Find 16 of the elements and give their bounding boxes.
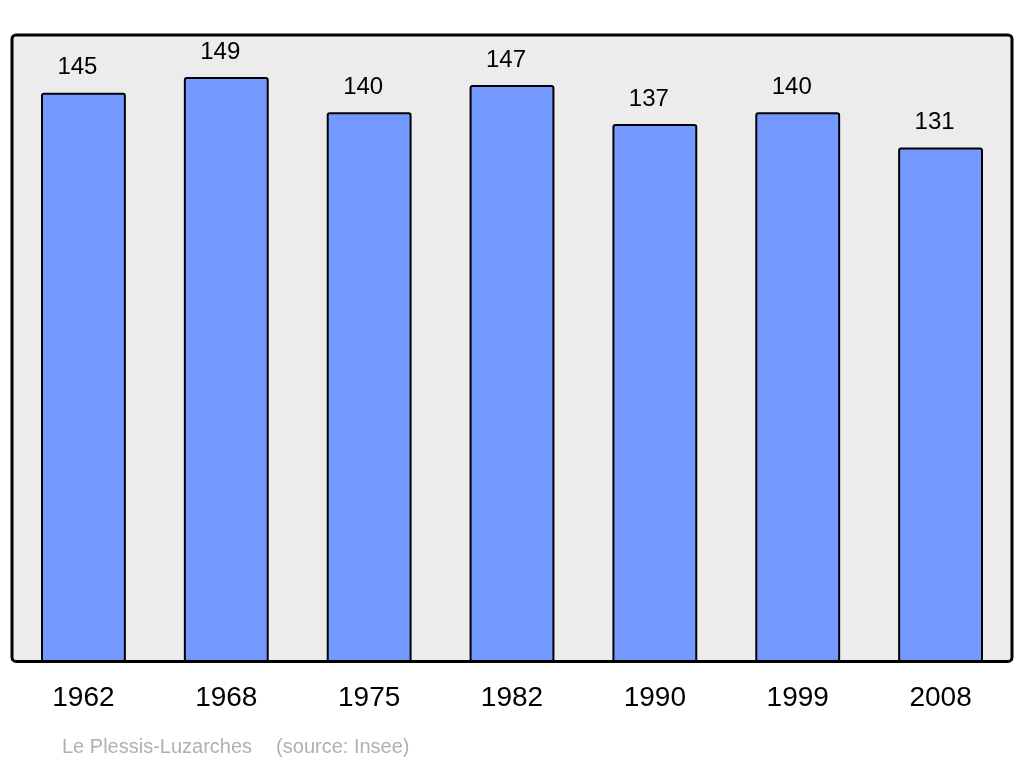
data-label: 140	[771, 71, 812, 99]
data-label: 147	[485, 44, 527, 72]
data-label: 149	[200, 36, 241, 64]
data-label: 145	[57, 52, 98, 80]
data-label: 131	[914, 107, 955, 135]
text: Le Plessis-Luzarches	[62, 735, 253, 757]
x-tick-label: 2008	[909, 680, 972, 712]
x-tick-label: 1982	[480, 680, 544, 712]
x-tick-label: 1999	[766, 680, 829, 712]
x-tick-label: 1990	[623, 680, 687, 712]
text: (source: Insee)	[276, 735, 410, 757]
x-tick-label: 1975	[337, 680, 401, 712]
data-label: 137	[628, 83, 669, 111]
x-tick-label: 1968	[195, 680, 258, 712]
x-tick-label: 1962	[52, 680, 115, 712]
data-label: 140	[343, 71, 384, 99]
